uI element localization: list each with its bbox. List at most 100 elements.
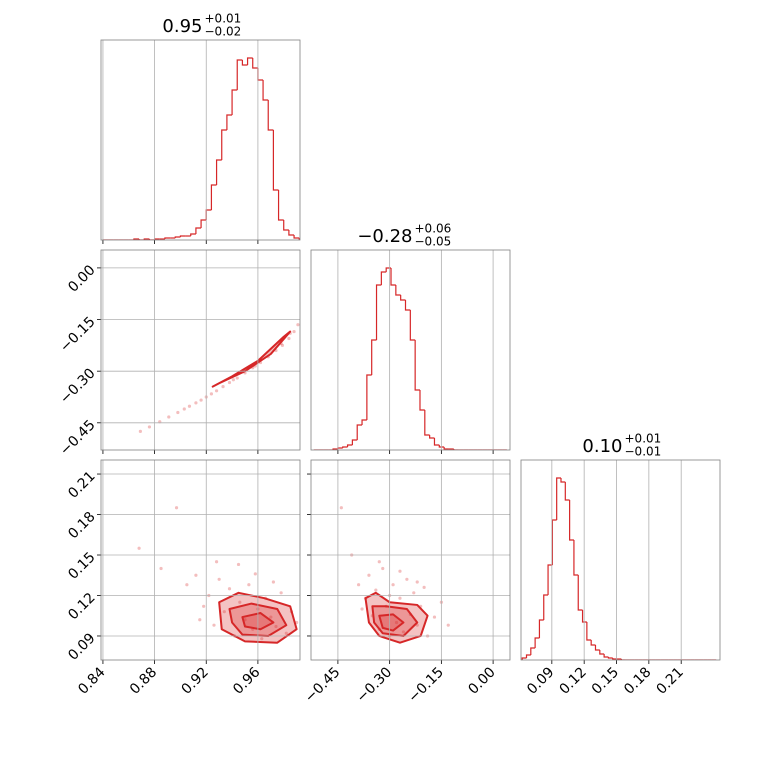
histogram-bin — [246, 57, 253, 65]
contour — [211, 330, 292, 388]
histogram-bin — [361, 419, 367, 425]
sample-point — [284, 631, 288, 635]
sample-point — [214, 560, 219, 564]
x-tick-label: 0.92 — [179, 664, 212, 697]
panel-frame — [310, 459, 511, 661]
sample-point — [279, 591, 283, 595]
sample-point — [176, 410, 180, 415]
y-tick-label: −0.15 — [57, 314, 99, 356]
sample-point — [247, 583, 251, 587]
histogram-bin — [371, 339, 377, 375]
histogram-bin — [424, 410, 430, 436]
histogram-bin — [538, 619, 544, 638]
panel — [339, 506, 450, 644]
histogram-bin — [288, 230, 295, 236]
histogram-bin — [620, 659, 626, 660]
sample-point — [202, 604, 206, 608]
panel-frame — [520, 459, 721, 661]
panel-title: 0.10 — [582, 436, 622, 457]
sample-point — [394, 620, 399, 625]
title-lower: −0.01 — [625, 445, 662, 459]
histogram-bin — [453, 449, 459, 450]
histogram-bin — [530, 647, 536, 655]
histogram-bin — [586, 622, 592, 641]
histogram-bin — [438, 445, 445, 448]
panel — [102, 57, 300, 240]
sample-point — [377, 560, 381, 564]
sample-point — [412, 591, 416, 595]
sample-point — [212, 623, 216, 627]
histogram-bin — [293, 235, 300, 239]
histogram-bin — [385, 267, 392, 272]
title-upper: +0.01 — [205, 12, 242, 26]
sample-point — [260, 637, 264, 641]
sample-point — [159, 566, 163, 571]
y-tick-label: 0.21 — [65, 468, 98, 501]
sample-point — [287, 336, 291, 341]
histogram-bin — [262, 80, 269, 101]
histogram-bin — [356, 424, 363, 440]
histogram-bin — [419, 390, 425, 411]
sample-point — [253, 572, 257, 576]
histogram-bin — [342, 446, 348, 448]
x-tick-label: 0.12 — [556, 664, 589, 697]
sample-point — [356, 583, 361, 587]
sample-point — [217, 577, 221, 581]
histogram-bin — [390, 268, 396, 286]
sample-point — [137, 546, 141, 550]
sample-point — [292, 329, 296, 334]
sample-point — [231, 378, 235, 382]
x-tick-label: 0.15 — [589, 664, 622, 697]
histogram-bin — [429, 435, 435, 439]
sample-point — [296, 323, 300, 327]
sample-point — [147, 425, 152, 429]
panel-frame — [100, 249, 301, 451]
histogram-bin — [221, 129, 227, 160]
sample-point — [238, 600, 242, 604]
panel-title: 0.95 — [162, 16, 202, 37]
x-tick-label: 0.09 — [524, 664, 557, 697]
y-tick-label: 0.15 — [65, 549, 98, 582]
histogram-bin — [272, 130, 279, 191]
x-tick-label: 0.00 — [465, 664, 498, 697]
histogram-bin — [590, 640, 596, 646]
histogram-bin — [400, 295, 406, 301]
sample-point — [185, 583, 189, 587]
sample-point — [236, 562, 241, 567]
histogram-bin — [547, 564, 553, 595]
histogram-bin — [205, 209, 212, 220]
histogram-bin — [200, 219, 207, 228]
histogram-bin — [543, 594, 549, 620]
title-upper: +0.01 — [625, 432, 662, 446]
histogram-bin — [257, 68, 264, 81]
title-upper: +0.06 — [415, 222, 452, 236]
panel — [521, 477, 717, 660]
sample-point — [422, 585, 426, 589]
sample-point — [209, 392, 214, 396]
histogram-bin — [560, 478, 566, 483]
panel — [138, 323, 300, 434]
histogram-bin — [551, 519, 557, 565]
histogram-bin — [599, 650, 605, 655]
panel-frame — [310, 249, 511, 451]
sample-point — [182, 407, 186, 411]
histogram-bin — [521, 657, 527, 660]
title-lower: −0.02 — [205, 25, 242, 39]
x-tick-label: −0.30 — [354, 664, 396, 706]
sample-point — [271, 580, 275, 584]
histogram-bin — [366, 374, 372, 420]
x-tick-label: 0.96 — [230, 664, 263, 697]
histogram-bin — [414, 340, 420, 391]
histogram-bin — [283, 220, 289, 231]
sample-point — [167, 415, 171, 419]
histogram-bin — [612, 658, 618, 660]
histogram-bin — [573, 540, 579, 576]
sample-point — [339, 506, 343, 510]
histogram-bin — [195, 227, 202, 234]
histogram-bin — [594, 645, 600, 651]
histogram-bin — [534, 637, 540, 648]
sample-point — [269, 615, 273, 619]
sample-point — [381, 566, 385, 571]
histogram-bin — [226, 114, 233, 130]
histogram-bin — [215, 159, 222, 185]
